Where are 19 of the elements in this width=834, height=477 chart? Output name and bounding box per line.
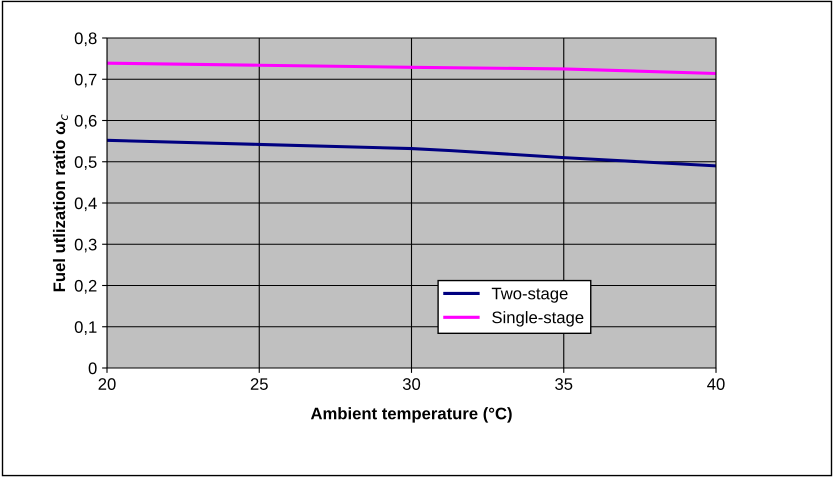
- x-tick-label: 40: [707, 378, 725, 390]
- y-tick-label: 0,2: [74, 280, 96, 294]
- x-tick-label: 20: [98, 378, 116, 390]
- x-tick-label: 35: [555, 378, 572, 390]
- y-tick-label: 0: [88, 362, 97, 374]
- y-tick-label: 0,6: [74, 114, 97, 129]
- y-tick-label: 0,1: [74, 321, 96, 335]
- legend-label: Two-stage: [492, 288, 568, 303]
- legend-label: Single-stage: [492, 311, 584, 327]
- y-tick-label: 0,8: [74, 32, 97, 46]
- line-series: [107, 62, 716, 76]
- y-tick-label: 0,4: [74, 197, 97, 212]
- x-tick-label: 30: [402, 378, 420, 390]
- x-tick-label: 25: [250, 378, 268, 390]
- y-tick-label: 0,3: [74, 238, 97, 252]
- y-tick-label: 0,5: [74, 156, 97, 170]
- y-tick-label: 0,7: [74, 74, 96, 88]
- x-axis-title: Ambient temperature (°C): [310, 407, 512, 423]
- y-axis-title: Fuel utlization ratio ω$_{c}$: [52, 114, 68, 292]
